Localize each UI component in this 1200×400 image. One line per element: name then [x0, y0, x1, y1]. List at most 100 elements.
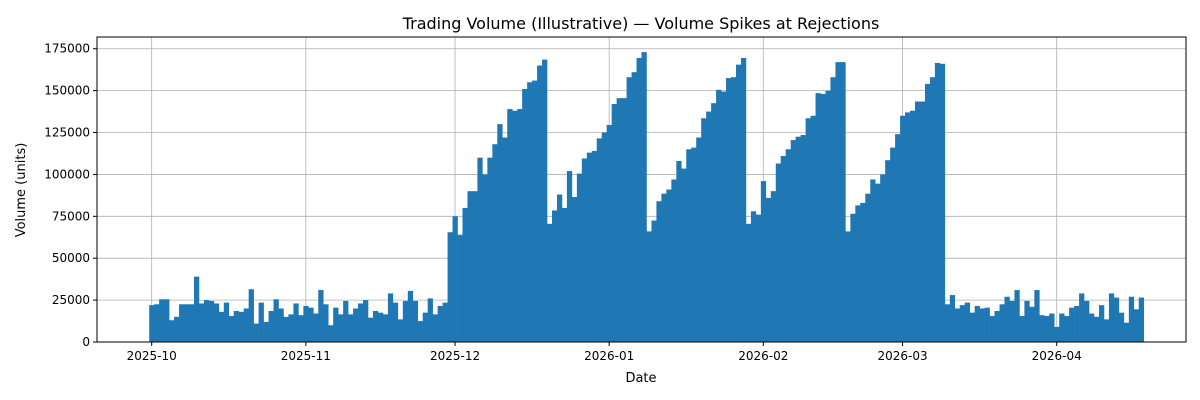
x-tick-label: 2025-11: [281, 349, 331, 363]
x-tick-label: 2026-01: [584, 349, 634, 363]
volume-bar: [855, 205, 861, 342]
volume-bar: [248, 289, 254, 342]
volume-bar: [551, 210, 558, 342]
volume-bar: [651, 220, 657, 342]
volume-bar: [765, 197, 772, 342]
volume-bar: [929, 77, 936, 342]
volume-bar: [397, 319, 404, 342]
volume-bar: [815, 93, 821, 342]
volume-bar: [338, 314, 344, 342]
volume-bar: [601, 132, 607, 342]
volume-bar: [313, 313, 319, 342]
volume-bar: [288, 314, 294, 342]
volume-bar: [676, 161, 682, 342]
volume-bar: [1074, 305, 1080, 342]
volume-bar: [631, 72, 637, 342]
volume-bar: [1009, 300, 1015, 342]
volume-bar: [641, 52, 647, 342]
volume-bar: [845, 231, 851, 342]
volume-bar: [467, 191, 473, 342]
volume-bar: [969, 312, 975, 342]
volume-bar: [716, 89, 722, 342]
x-tick-label: 2026-02: [738, 349, 788, 363]
volume-bar: [656, 201, 662, 342]
volume-bar: [1014, 290, 1020, 342]
volume-bar: [750, 211, 757, 342]
volume-bar: [447, 232, 453, 342]
volume-bar: [372, 311, 379, 342]
volume-bar: [343, 300, 349, 342]
volume-bar: [740, 57, 747, 342]
volume-bar: [691, 147, 697, 342]
volume-bar: [681, 168, 687, 342]
volume-bar: [825, 90, 831, 342]
volume-bar: [984, 307, 990, 342]
frame-layer: [96, 36, 1187, 343]
volume-bar: [850, 213, 856, 342]
volume-bar: [184, 304, 190, 342]
volume-bar: [1118, 312, 1125, 342]
volume-bar: [805, 118, 811, 342]
volume-bar: [576, 173, 583, 342]
volume-bar: [263, 321, 269, 342]
volume-bar: [790, 140, 796, 342]
volume-bar: [795, 136, 801, 342]
volume-bar: [835, 62, 841, 342]
volume-bar: [547, 223, 553, 342]
x-tick-label: 2026-03: [877, 349, 927, 363]
volume-bar: [566, 171, 573, 342]
volume-bar: [1108, 293, 1115, 342]
volume-bar: [442, 302, 448, 342]
volume-bar: [726, 78, 732, 342]
volume-bar: [810, 115, 816, 342]
volume-bar: [760, 181, 767, 342]
volume-bar: [1064, 316, 1070, 342]
volume-bar: [785, 149, 791, 342]
volume-bar: [223, 302, 230, 342]
volume-bar: [939, 63, 946, 343]
volume-bar: [591, 150, 598, 342]
volume-bar: [402, 300, 409, 342]
volume-bar: [417, 321, 423, 342]
volume-bar: [596, 138, 603, 342]
volume-bar: [512, 110, 518, 343]
volume-bar: [949, 295, 956, 342]
volume-bar: [392, 302, 399, 342]
volume-bar: [661, 193, 667, 342]
volume-bar: [1133, 309, 1140, 342]
volume-bar: [333, 307, 339, 342]
volume-bar: [298, 315, 304, 342]
volume-bar: [273, 299, 279, 342]
volume-bar: [780, 155, 786, 342]
volume-bar: [477, 157, 483, 342]
volume-bar: [293, 303, 299, 342]
volume-bar: [487, 157, 493, 342]
volume-bar: [686, 149, 692, 342]
volume-bar: [238, 311, 244, 342]
volume-bar: [885, 160, 891, 342]
plot-frame: [96, 36, 1187, 343]
volume-bar: [159, 299, 165, 342]
volume-bar: [522, 88, 528, 342]
volume-bar: [735, 64, 742, 343]
volume-bar: [482, 174, 488, 342]
volume-bar: [1054, 326, 1060, 342]
volume-bar: [586, 152, 593, 342]
volume-bar: [164, 299, 170, 342]
volume-bar: [721, 91, 727, 343]
volume-bar: [870, 179, 876, 342]
volume-bar: [368, 317, 374, 342]
volume-bar: [218, 311, 225, 342]
volume-bar: [800, 135, 806, 342]
volume-bar: [954, 308, 961, 342]
volume-bar: [646, 231, 652, 342]
volume-bar: [745, 223, 752, 342]
volume-bar: [377, 312, 384, 342]
volume-bar: [412, 300, 419, 342]
volume-bar: [149, 305, 155, 342]
volume-bar: [611, 104, 617, 342]
x-tick-label: 2025-12: [430, 349, 480, 363]
volume-bar: [358, 303, 364, 342]
volume-bar: [770, 191, 777, 342]
